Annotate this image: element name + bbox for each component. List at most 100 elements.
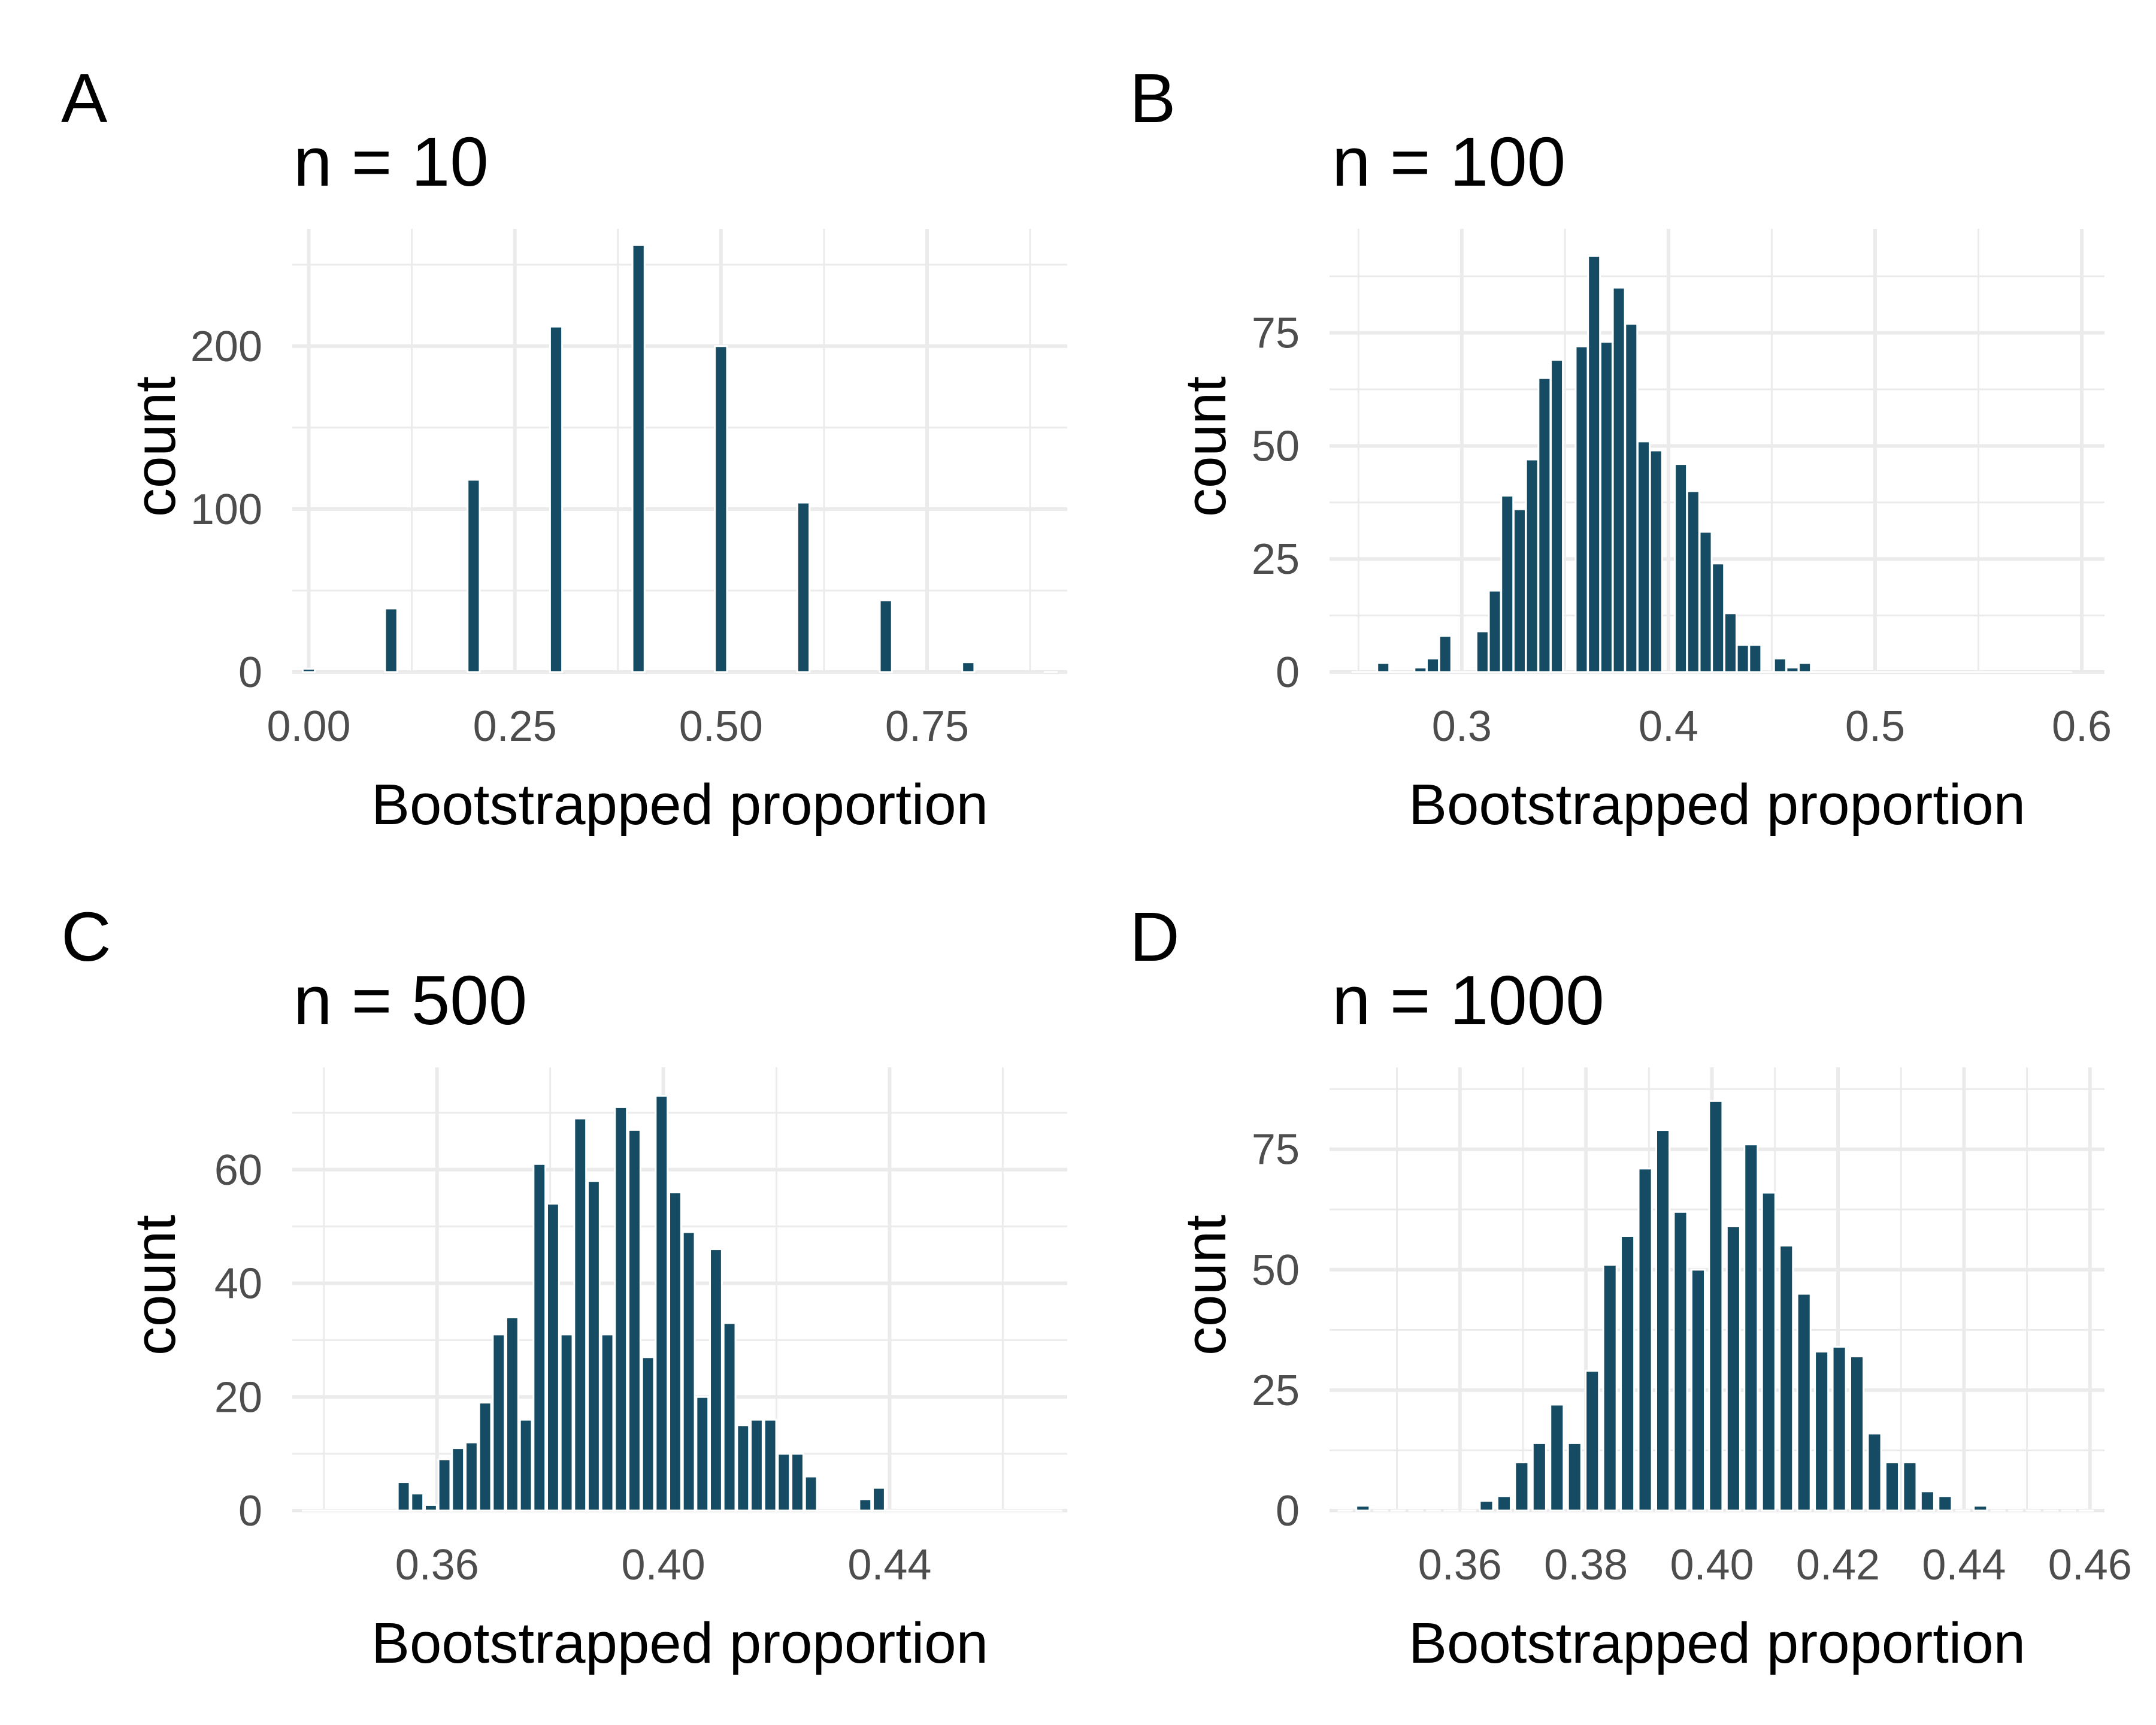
histogram-bar — [1531, 1442, 1547, 1512]
histogram-bar — [396, 1481, 411, 1512]
histogram-bar — [1798, 662, 1812, 673]
histogram-bar — [1549, 1403, 1565, 1512]
x-tick-label: 0.44 — [1922, 1541, 2006, 1589]
histogram-bar — [559, 1333, 574, 1512]
histogram-bar — [384, 607, 398, 673]
plot-area: 0.00 0.25 0.50 0.75 0 100 200 — [190, 229, 1067, 750]
histogram-bar — [1673, 1210, 1688, 1512]
x-tick-label: 0.36 — [395, 1541, 479, 1589]
histogram-bar — [1479, 1500, 1494, 1512]
histogram-bar — [614, 1106, 628, 1512]
histogram-bar — [631, 244, 646, 673]
histogram-bar — [423, 1504, 438, 1512]
y-tick-label: 0 — [1276, 649, 1300, 697]
histogram-bar — [1587, 255, 1601, 673]
histogram-bar — [1355, 1505, 1371, 1512]
x-tick-label: 0.4 — [1639, 703, 1698, 750]
histogram-bar — [1973, 1505, 1988, 1512]
histogram-bar — [1937, 1495, 1953, 1512]
x-tick-label: 0.6 — [2052, 703, 2112, 750]
histogram-bar — [714, 345, 728, 673]
histogram-bar — [1785, 666, 1800, 673]
y-tick-label: 100 — [190, 486, 262, 534]
y-tick-label: 75 — [1252, 1126, 1300, 1174]
histogram-bar — [682, 1231, 696, 1512]
x-tick-label: 0.40 — [622, 1541, 705, 1589]
histogram-bar — [478, 1402, 492, 1512]
histogram-bar — [641, 1356, 655, 1512]
histogram-bar — [1637, 1167, 1653, 1512]
y-tick-label: 0 — [238, 1487, 262, 1535]
histogram-bar — [722, 1322, 737, 1512]
histogram-bar — [1602, 1264, 1618, 1512]
histogram-bar — [763, 1418, 777, 1512]
histogram-bar — [1376, 662, 1391, 673]
histogram-bar — [1655, 1129, 1671, 1512]
histogram-bar — [1514, 1461, 1530, 1512]
x-tick-label: 0.38 — [1544, 1541, 1628, 1589]
histogram-bar — [1525, 458, 1539, 673]
histogram-bar — [532, 1163, 547, 1512]
x-tick-label: 0.00 — [267, 703, 350, 750]
x-axis-label: Bootstrapped proportion — [371, 773, 989, 837]
histogram-bar — [1426, 657, 1440, 673]
histogram-bar — [519, 1418, 533, 1512]
histogram-bar — [1773, 657, 1787, 673]
histogram-bar — [1779, 1245, 1794, 1512]
panel-label: D — [1130, 898, 1180, 976]
histogram-bar — [464, 1441, 479, 1512]
panel-d: D n = 1000 Bootstrapped proportion count… — [1078, 862, 2156, 1725]
chart-title: n = 1000 — [1332, 961, 1604, 1039]
histogram-bar — [587, 1180, 601, 1512]
plot-area: 0.36 0.38 0.40 0.42 0.44 0.46 0 25 50 75 — [1252, 1067, 2132, 1589]
histogram-bar — [872, 1487, 886, 1512]
histogram-bar — [796, 501, 811, 673]
y-tick-label: 0 — [1276, 1487, 1300, 1535]
histogram-bar — [549, 325, 564, 673]
histogram-bar — [1698, 531, 1713, 673]
histogram-bar — [1488, 589, 1502, 673]
x-tick-label: 0.50 — [679, 703, 763, 750]
histogram-bar — [736, 1424, 750, 1512]
y-tick-label: 20 — [214, 1373, 262, 1421]
histogram-bar — [467, 479, 481, 673]
x-axis-label: Bootstrapped proportion — [371, 1611, 989, 1675]
histogram-bar — [1674, 463, 1688, 673]
histogram-bar — [1612, 286, 1626, 673]
histogram-bar — [1649, 449, 1663, 673]
histogram-bar — [750, 1418, 764, 1512]
y-tick-label: 75 — [1252, 310, 1300, 358]
histogram-bar — [777, 1452, 791, 1512]
y-tick-label: 50 — [1252, 1246, 1300, 1294]
histogram-bar — [451, 1447, 465, 1512]
y-tick-label: 60 — [214, 1146, 262, 1194]
panel-c: C n = 500 Bootstrapped proportion count … — [0, 862, 1078, 1725]
histogram-bar — [668, 1191, 682, 1512]
histogram-bar — [1919, 1490, 1935, 1512]
panel-label: A — [61, 59, 108, 137]
x-tick-label: 0.42 — [1796, 1541, 1880, 1589]
histogram-bar — [437, 1458, 452, 1512]
histogram-bar — [1624, 323, 1639, 673]
panel-label: C — [61, 898, 111, 976]
x-tick-label: 0.3 — [1432, 703, 1492, 750]
histogram-bar — [1574, 345, 1589, 673]
histogram-bar — [1708, 1100, 1724, 1512]
y-tick-label: 25 — [1252, 535, 1300, 583]
x-axis-label: Bootstrapped proportion — [1408, 1611, 2026, 1675]
histogram-bar — [1690, 1269, 1706, 1512]
histogram-bar — [1814, 1351, 1830, 1512]
x-tick-label: 0.5 — [1845, 703, 1905, 750]
histogram-bar — [695, 1396, 710, 1512]
histogram-bar — [628, 1128, 641, 1512]
histogram-bar — [1496, 1495, 1512, 1512]
histogram-bar — [655, 1094, 669, 1512]
histogram-bar — [410, 1493, 425, 1512]
histogram-bar — [1761, 1191, 1776, 1512]
chart-title: n = 10 — [293, 123, 489, 201]
y-tick-label: 50 — [1252, 422, 1300, 470]
histogram-bar — [1550, 359, 1564, 673]
histogram-bar — [1636, 440, 1651, 673]
histogram-bar — [879, 599, 893, 673]
histogram-bar — [961, 661, 976, 673]
